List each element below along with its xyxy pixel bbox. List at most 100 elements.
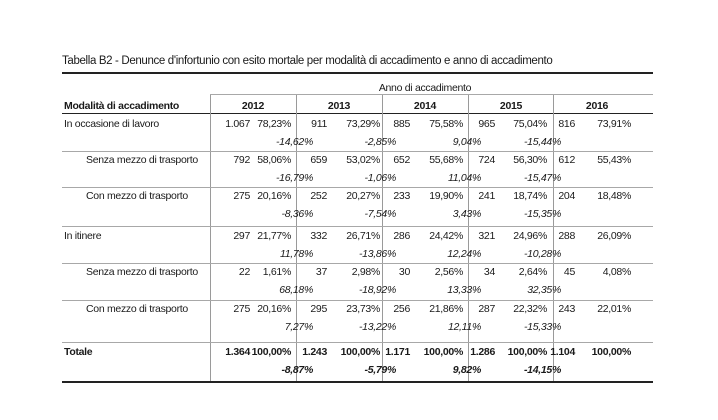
- row-label: In occasione di lavoro: [64, 118, 159, 130]
- row-separator: [62, 263, 653, 264]
- cell-percent: 75,58%: [429, 118, 463, 130]
- cell-percent: 26,09%: [597, 230, 631, 242]
- row-header: Modalità di accadimento: [64, 100, 180, 112]
- cell-percent: 100,00%: [251, 346, 292, 358]
- cell-count: 287: [478, 303, 495, 315]
- cell-count: 321: [478, 230, 495, 242]
- cell-percent: 24,42%: [429, 230, 463, 242]
- cell-variation: 9,82%: [452, 364, 482, 376]
- cell-percent: 100,00%: [591, 346, 632, 358]
- cell-percent: 100,00%: [507, 346, 548, 358]
- cell-percent: 4,08%: [602, 266, 632, 278]
- cell-percent: 18,74%: [513, 190, 547, 202]
- cell-percent: 20,16%: [257, 190, 291, 202]
- cell-count: 297: [233, 230, 250, 242]
- cell-count: 885: [393, 118, 410, 130]
- column-separator: [210, 95, 211, 381]
- cell-percent: 53,02%: [346, 154, 380, 166]
- cell-percent: 1,61%: [262, 266, 292, 278]
- cell-variation: -14,62%: [275, 136, 313, 148]
- column-separator: [468, 95, 469, 381]
- cell-percent: 100,00%: [423, 346, 464, 358]
- cell-count: 1.171: [385, 346, 410, 358]
- cell-count: 34: [483, 266, 495, 278]
- cell-count: 1.104: [550, 346, 575, 358]
- cell-count: 1.243: [302, 346, 327, 358]
- row-label: Senza mezzo di trasporto: [86, 154, 198, 166]
- cell-count: 243: [558, 303, 575, 315]
- cell-variation: -14,15%: [523, 364, 561, 376]
- cell-variation: 9,04%: [452, 136, 482, 148]
- cell-variation: 3,43%: [452, 208, 482, 220]
- cell-variation: -8,36%: [281, 208, 314, 220]
- cell-percent: 2,56%: [434, 266, 464, 278]
- row-label: Con mezzo di trasporto: [86, 303, 188, 315]
- cell-percent: 19,90%: [429, 190, 463, 202]
- cell-variation: -13,86%: [358, 248, 396, 260]
- cell-variation: 32,35%: [527, 284, 561, 296]
- year-header: 2012: [241, 100, 265, 112]
- cell-count: 275: [233, 190, 250, 202]
- row-separator: [62, 226, 653, 227]
- cell-percent: 24,96%: [513, 230, 547, 242]
- cell-count: 295: [310, 303, 327, 315]
- cell-count: 45: [563, 266, 575, 278]
- cell-count: 792: [233, 154, 250, 166]
- row-separator: [62, 151, 653, 152]
- year-header: 2016: [585, 100, 609, 112]
- cell-count: 204: [558, 190, 575, 202]
- cell-percent: 21,86%: [429, 303, 463, 315]
- cell-percent: 75,04%: [513, 118, 547, 130]
- cell-variation: -5,79%: [364, 364, 397, 376]
- row-label: In itinere: [64, 230, 102, 242]
- cell-percent: 20,27%: [346, 190, 380, 202]
- group-underline: [210, 94, 653, 95]
- row-label: Senza mezzo di trasporto: [86, 266, 198, 278]
- column-separator: [382, 95, 383, 381]
- cell-variation: -8,87%: [281, 364, 314, 376]
- cell-percent: 58,06%: [257, 154, 291, 166]
- row-label: Totale: [64, 346, 93, 358]
- cell-count: 22: [238, 266, 250, 278]
- year-header: 2015: [499, 100, 523, 112]
- cell-count: 652: [393, 154, 410, 166]
- cell-variation: -16,79%: [275, 172, 313, 184]
- cell-count: 724: [478, 154, 495, 166]
- cell-count: 1.364: [225, 346, 250, 358]
- row-separator: [62, 342, 653, 343]
- cell-variation: -18,92%: [358, 284, 396, 296]
- cell-count: 911: [311, 118, 327, 130]
- cell-percent: 18,48%: [597, 190, 631, 202]
- column-separator: [553, 95, 554, 381]
- cell-count: 288: [558, 230, 575, 242]
- cell-percent: 26,71%: [346, 230, 380, 242]
- cell-variation: -2,85%: [364, 136, 397, 148]
- cell-percent: 21,77%: [257, 230, 291, 242]
- cell-variation: -7,54%: [364, 208, 397, 220]
- cell-variation: 13,33%: [447, 284, 481, 296]
- cell-count: 286: [393, 230, 410, 242]
- row-label: Con mezzo di trasporto: [86, 190, 188, 202]
- cell-percent: 22,32%: [513, 303, 547, 315]
- year-header: 2014: [413, 100, 437, 112]
- cell-percent: 78,23%: [257, 118, 291, 130]
- cell-count: 612: [558, 154, 575, 166]
- cell-variation: 12,11%: [447, 321, 481, 333]
- top-rule: [62, 72, 653, 74]
- cell-count: 30: [398, 266, 410, 278]
- cell-variation: 11,04%: [447, 172, 481, 184]
- cell-percent: 22,01%: [597, 303, 631, 315]
- cell-percent: 73,29%: [346, 118, 380, 130]
- cell-variation: -15,44%: [523, 136, 561, 148]
- cell-variation: 11,78%: [279, 248, 313, 260]
- cell-percent: 100,00%: [340, 346, 381, 358]
- header-rule: [62, 113, 653, 114]
- cell-count: 965: [478, 118, 495, 130]
- cell-variation: -10,28%: [523, 248, 561, 260]
- table-title: Tabella B2 - Denunce d'infortunio con es…: [62, 55, 553, 67]
- cell-variation: -1,06%: [364, 172, 397, 184]
- cell-count: 233: [393, 190, 410, 202]
- cell-percent: 55,43%: [597, 154, 631, 166]
- bottom-rule: [62, 381, 653, 383]
- cell-variation: 7,27%: [284, 321, 314, 333]
